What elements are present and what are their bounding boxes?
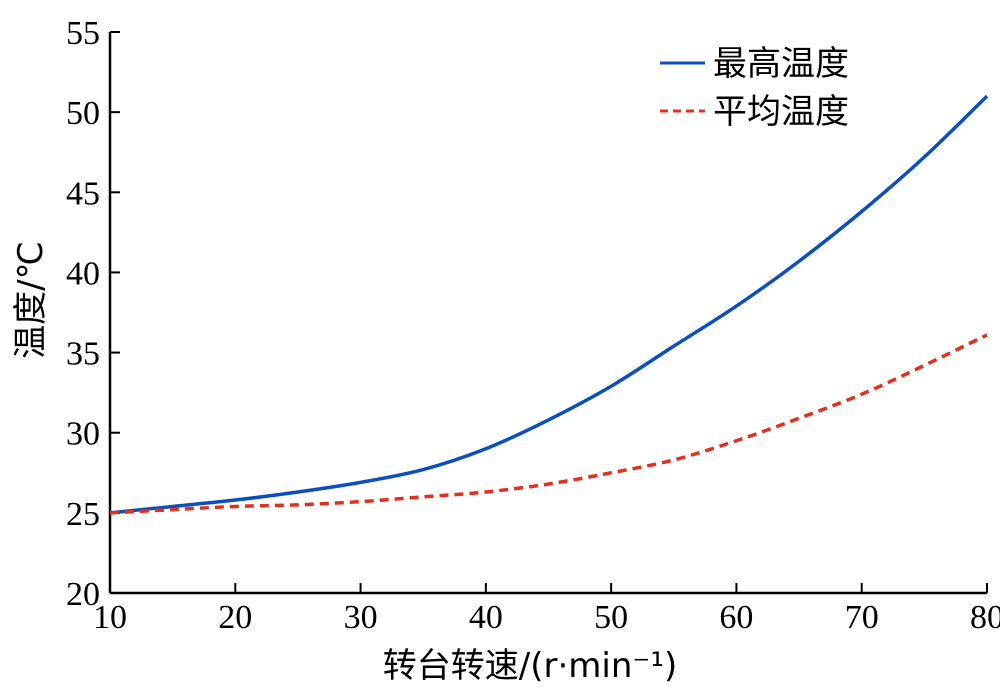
- y-tick-label: 35: [66, 336, 100, 373]
- y-tick-label: 55: [66, 15, 100, 52]
- y-tick-label: 30: [66, 416, 100, 453]
- x-axis-label: 转台转速/(r·min⁻¹): [383, 646, 677, 686]
- series-lines: [109, 94, 989, 515]
- x-tick-label: 20: [218, 599, 252, 636]
- x-tick-label: 40: [469, 599, 503, 636]
- y-tick-label: 20: [66, 576, 100, 613]
- y-axis-label: 温度/℃: [11, 241, 51, 359]
- y-tick-label: 50: [66, 95, 100, 132]
- x-tick-label: 50: [594, 599, 628, 636]
- x-tick-label: 70: [845, 599, 879, 636]
- series-line-2: [109, 333, 988, 515]
- series-line-1: [109, 94, 989, 515]
- x-tick-label: 80: [970, 599, 1000, 636]
- legend-label-2: 平均温度: [713, 92, 849, 132]
- x-tick-label: 10: [93, 599, 127, 636]
- x-tick-label: 30: [344, 599, 378, 636]
- legend-label-1: 最高温度: [713, 44, 849, 84]
- y-tick-label: 25: [66, 496, 100, 533]
- x-tick-label: 60: [719, 599, 753, 636]
- y-tick-label: 40: [66, 255, 100, 292]
- y-tick-label: 45: [66, 175, 100, 212]
